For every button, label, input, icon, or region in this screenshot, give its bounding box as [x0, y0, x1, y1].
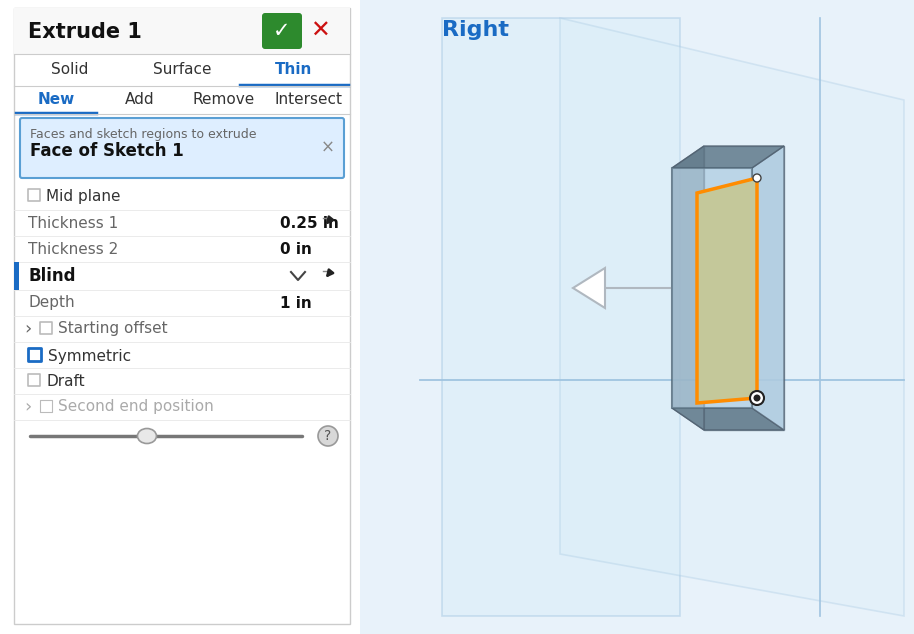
Text: ?: ?	[324, 429, 332, 443]
Text: Face of Sketch 1: Face of Sketch 1	[30, 142, 184, 160]
Text: Symmetric: Symmetric	[48, 349, 131, 363]
Polygon shape	[442, 18, 680, 616]
Text: 1 in: 1 in	[280, 295, 312, 311]
Text: Thickness 1: Thickness 1	[28, 216, 118, 231]
Polygon shape	[573, 268, 605, 308]
Text: 0.25 in: 0.25 in	[280, 216, 339, 231]
Circle shape	[750, 391, 764, 405]
Text: Thin: Thin	[275, 63, 313, 77]
Text: 0 in: 0 in	[280, 242, 312, 257]
Polygon shape	[672, 408, 784, 430]
Text: Surface: Surface	[153, 63, 211, 77]
Bar	[28, 189, 40, 201]
Polygon shape	[560, 18, 904, 616]
Bar	[40, 322, 52, 334]
Text: ×: ×	[321, 139, 335, 157]
Text: Starting offset: Starting offset	[58, 321, 167, 337]
FancyBboxPatch shape	[262, 13, 302, 49]
Text: Add: Add	[125, 93, 154, 108]
Text: Thickness 2: Thickness 2	[28, 242, 118, 257]
Text: Remove: Remove	[193, 93, 255, 108]
FancyBboxPatch shape	[20, 118, 344, 178]
Bar	[28, 374, 40, 386]
Circle shape	[318, 426, 338, 446]
Text: Blind: Blind	[28, 267, 76, 285]
Text: ✕: ✕	[310, 19, 330, 43]
Bar	[14, 8, 350, 54]
Text: Right: Right	[442, 20, 509, 40]
Text: ›: ›	[24, 398, 31, 416]
Text: Second end position: Second end position	[58, 399, 214, 415]
Bar	[28, 348, 41, 361]
Polygon shape	[672, 146, 704, 430]
Text: ›: ›	[24, 320, 31, 338]
Text: Mid plane: Mid plane	[46, 190, 121, 205]
Text: ✓: ✓	[273, 21, 291, 41]
Polygon shape	[704, 146, 784, 430]
Text: Solid: Solid	[51, 63, 89, 77]
Ellipse shape	[137, 429, 156, 444]
Text: New: New	[37, 93, 75, 108]
Polygon shape	[672, 146, 784, 168]
Bar	[360, 0, 914, 634]
Circle shape	[753, 174, 761, 182]
Bar	[14, 8, 350, 624]
Polygon shape	[697, 178, 757, 403]
Bar	[40, 400, 52, 412]
Text: Intersect: Intersect	[274, 93, 342, 108]
Polygon shape	[752, 146, 784, 430]
Text: Faces and sketch regions to extrude: Faces and sketch regions to extrude	[30, 128, 257, 141]
Bar	[14, 262, 19, 290]
Text: Extrude 1: Extrude 1	[28, 22, 142, 42]
Polygon shape	[672, 168, 752, 408]
Circle shape	[753, 394, 760, 401]
Text: Depth: Depth	[28, 295, 75, 311]
Text: Draft: Draft	[46, 373, 85, 389]
